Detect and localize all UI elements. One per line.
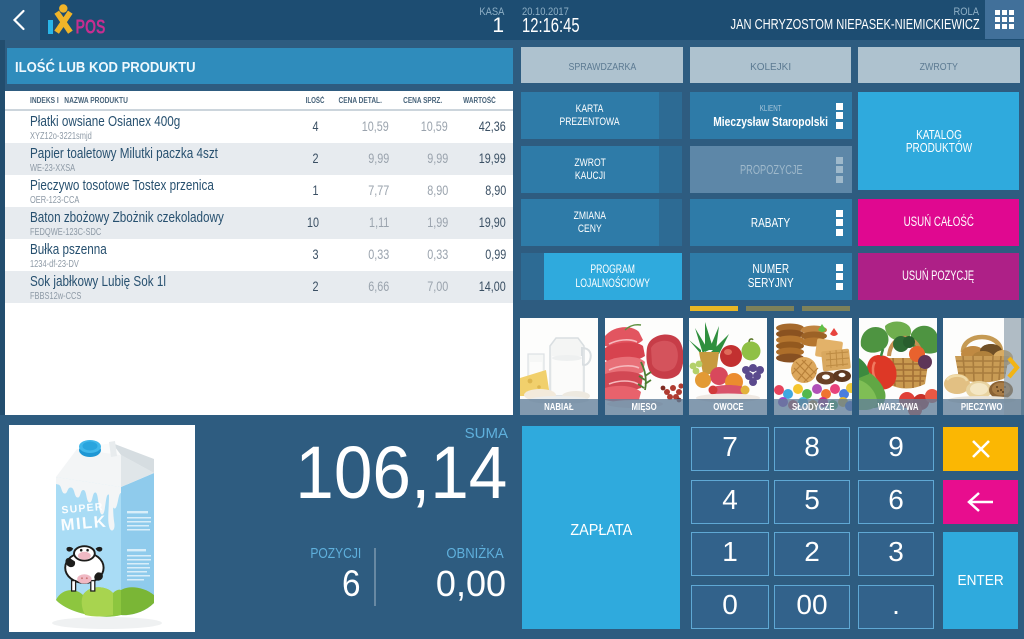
svg-text:POS: POS [76, 15, 106, 38]
svg-text:MILK: MILK [60, 513, 108, 535]
svg-text:SUPER: SUPER [61, 501, 104, 517]
